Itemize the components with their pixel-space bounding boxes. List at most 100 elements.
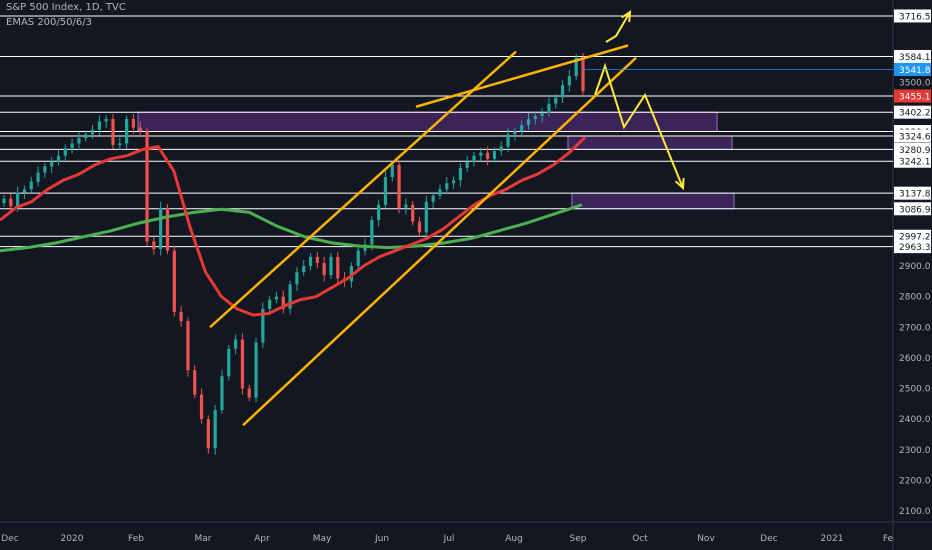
candle-body [9,198,13,207]
candle-body [322,262,326,276]
x-tick-label: Jun [374,534,389,544]
candle-body [36,172,40,182]
candle-body [417,221,422,233]
price-level-label: 3584.1 [899,53,931,63]
price-level-label: 2963.3 [899,243,931,253]
candle-body [165,207,170,251]
price-level-tag [894,229,931,243]
demand-zone [571,192,735,210]
price-level-label: 3716.5 [899,12,931,22]
candle-body [281,296,285,309]
candle-body [336,256,340,279]
candle-body [220,376,224,410]
candle-body [438,189,442,196]
candle-body [152,241,156,250]
candle-body [56,155,61,162]
candle-body [261,308,265,343]
candle-body [16,192,20,207]
x-tick-label: Apr [254,534,270,544]
y-tick-label: 2400.0 [899,415,931,425]
candle-body [50,161,54,167]
candle-body [567,76,571,86]
candle-body [63,148,67,156]
candle-body [513,131,517,135]
chart-symbol-title: S&P 500 Index, 1D, TVC [6,2,126,13]
candle-body [431,195,435,202]
candle-body [315,256,319,263]
x-tick-label: Feb [128,534,144,544]
price-level-tag [894,154,931,168]
candle-body [274,296,279,300]
y-tick-label: 2800.0 [899,293,931,303]
price-level-tag [894,129,931,143]
candle-body [90,129,95,135]
candle-body [492,151,497,159]
price-level-label: 3324.6 [899,132,931,142]
candle-body [397,164,401,208]
candle-body [29,181,33,190]
candle-body [458,168,462,181]
y-tick-label: 3500.0 [899,78,931,88]
candle-body [199,394,204,420]
candle-body [84,134,88,138]
price-level-label: 3541.8 [899,66,931,76]
price-level-tag [894,105,931,119]
candle-body [540,112,544,116]
candle-body [302,266,306,273]
y-tick-label: 2200.0 [899,476,931,486]
candle-body [329,256,333,276]
candle-body [295,272,299,285]
projection-arrow-up [605,11,631,43]
y-tick-label: 2100.0 [899,507,931,517]
x-tick-label: Mar [195,534,212,544]
y-tick-label: 2600.0 [899,354,931,364]
price-level-label: 3280.9 [899,146,931,156]
channel-lower-line [242,56,637,427]
candle-body [234,339,238,349]
candle-body [254,342,258,398]
candle-body [356,250,360,266]
x-tick-label: Fe [883,534,894,544]
price-level-label: 3402.2 [899,109,931,119]
candle-body [206,419,210,449]
price-level-tag [894,142,931,156]
candle-body [104,119,108,122]
price-level-label: 3086.9 [899,205,931,215]
x-tick-label: Dec [760,534,777,544]
candle-body [193,370,197,395]
candle-body [574,57,578,77]
candle-body [547,103,551,113]
candle-body [472,155,476,162]
candle-body [179,311,183,322]
projection-arrow-down-head [674,177,685,191]
projection-arrow-up-head [621,10,632,23]
x-tick-label: Dec [1,534,18,544]
y-tick-label: 2500.0 [899,385,931,395]
price-level-tag [894,89,931,103]
candle-body [111,119,115,146]
candle-body [581,57,585,92]
candle-body [560,85,565,98]
demand-zone [137,111,718,133]
price-level-label: 3455.1 [899,93,931,103]
x-tick-label: Aug [505,534,523,544]
candle-body [526,119,531,126]
candle-body [247,388,251,398]
candle-body [172,250,176,312]
candle-body [533,115,537,119]
price-level-tag [894,186,931,200]
candle-body [377,204,381,221]
price-level-tag [894,62,931,76]
candle-body [288,284,292,309]
channel-upper-line [415,44,629,108]
price-level-label: 3137.8 [899,190,931,200]
candle-body [97,121,101,130]
candle-body [268,299,272,309]
candle-body [479,152,483,156]
ema-50-line [0,136,587,317]
candle-body [445,183,449,190]
candle-body [131,119,136,128]
candle-body [506,134,510,147]
ema-200-line [0,203,583,253]
